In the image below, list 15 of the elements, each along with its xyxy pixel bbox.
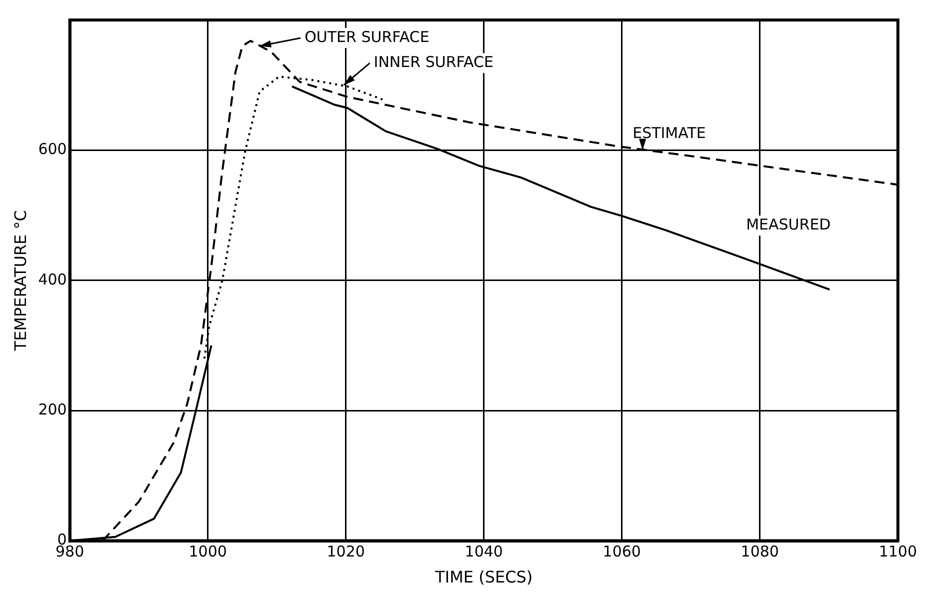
x-tick-label: 1040 [464, 542, 503, 561]
annotation: INNER SURFACE [374, 52, 494, 71]
x-tick-label: 1060 [602, 542, 641, 561]
annotation: OUTER SURFACE [304, 28, 430, 46]
y-tick-label: 400 [38, 270, 67, 288]
x-tick-label: 1080 [740, 542, 779, 561]
x-tick-label: 1100 [878, 542, 918, 561]
y-tick-label: 600 [38, 140, 67, 158]
x-axis-title: TIME (SECS) [434, 568, 533, 587]
x-tick-label: 1020 [326, 542, 365, 561]
y-tick-label: 200 [38, 400, 67, 418]
y-axis-title: TEMPERATURE °C [10, 210, 30, 352]
annotation: MEASURED [746, 215, 831, 234]
annotation: ESTIMATE [632, 124, 706, 142]
x-tick-label: 1000 [188, 542, 227, 561]
